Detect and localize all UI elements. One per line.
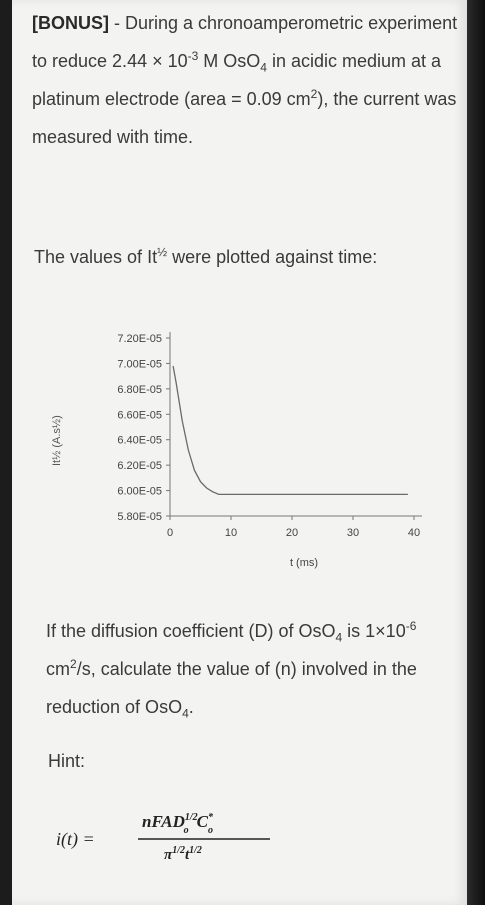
x-tick-label: 10 [225, 527, 237, 539]
q2-exp: -6 [405, 619, 417, 633]
series-line [172, 365, 408, 496]
y-tick-label: 6.00E-05 [117, 486, 162, 498]
q2-sub-a: 4 [335, 630, 343, 645]
cottrell-equation: i(t) = nFAD1/2 o C* o π1/2t1/2 [56, 812, 270, 863]
y-tick-label: 6.20E-05 [117, 460, 162, 472]
oso4-subscript: 4 [260, 60, 267, 75]
q2-text-b: is 1×10 [342, 621, 406, 641]
chart-axes [166, 332, 422, 520]
concentration-exponent: -3 [187, 49, 199, 63]
formula-denominator: π1/2t1/2 [164, 845, 202, 863]
y-tick-label: 5.80E-05 [117, 511, 162, 523]
y-tick-label: 7.00E-05 [117, 358, 162, 370]
question-page: [BONUS] - During a chronoamperometric ex… [12, 0, 467, 905]
question-intro-b: M OsO [198, 51, 261, 71]
x-tick-label: 0 [167, 527, 173, 539]
x-tick-labels: 0 10 20 30 40 [167, 527, 420, 539]
formula-numerator: nFAD1/2 o C* o [142, 812, 214, 836]
question-intro-c: in acidic medium at a platinum electrode… [32, 51, 442, 109]
y-tick-label: 6.40E-05 [117, 435, 162, 447]
hint-label: Hint: [48, 751, 86, 771]
question-text: [BONUS] - During a chronoamperometric ex… [32, 4, 462, 156]
question-intro-d: ), the current was measured with time. [32, 89, 457, 147]
q2-text-a: If the diffusion coefficient (D) of OsO [46, 621, 336, 641]
y-tick-label: 6.60E-05 [117, 409, 162, 421]
q2-text-c: cm [46, 659, 70, 679]
y-tick-label: 7.20E-05 [117, 333, 162, 345]
plot-intro-b: were plotted against time: [167, 247, 378, 267]
x-tick-label: 20 [286, 527, 298, 539]
bonus-tag: [BONUS] [32, 13, 109, 33]
q2-text-d: /s, calculate the value of (n) involved … [46, 659, 417, 717]
x-tick-label: 30 [347, 527, 359, 539]
y-tick-label: 6.80E-05 [117, 384, 162, 396]
plot-intro-a: The values of It [34, 247, 158, 267]
it-half-vs-time-chart: 7.20E-05 7.00E-05 6.80E-05 6.60E-05 6.40E-05… [51, 332, 422, 569]
screen-edge [467, 0, 485, 905]
half-exponent: ½ [157, 245, 168, 259]
y-axis-label: It½ (A.s½) [51, 415, 63, 466]
formula-lhs: i(t) = [56, 829, 95, 850]
question-intro: - During a chronoamperometric experiment… [32, 13, 458, 71]
area-exponent: 2 [310, 87, 318, 101]
q2-text-e: . [188, 697, 194, 717]
question-2-text: If the diffusion coefficient (D) of OsO4… [46, 612, 456, 726]
q2-sub-b: 4 [182, 706, 189, 721]
x-tick-label: 40 [408, 527, 420, 539]
plot-intro-text: The values of It½ were plotted against t… [34, 238, 464, 276]
y-tick-labels: 7.20E-05 7.00E-05 6.80E-05 6.60E-05 6.40E-05… [117, 333, 162, 523]
q2-exp2: 2 [70, 657, 77, 671]
x-axis-label: t (ms) [290, 557, 318, 569]
